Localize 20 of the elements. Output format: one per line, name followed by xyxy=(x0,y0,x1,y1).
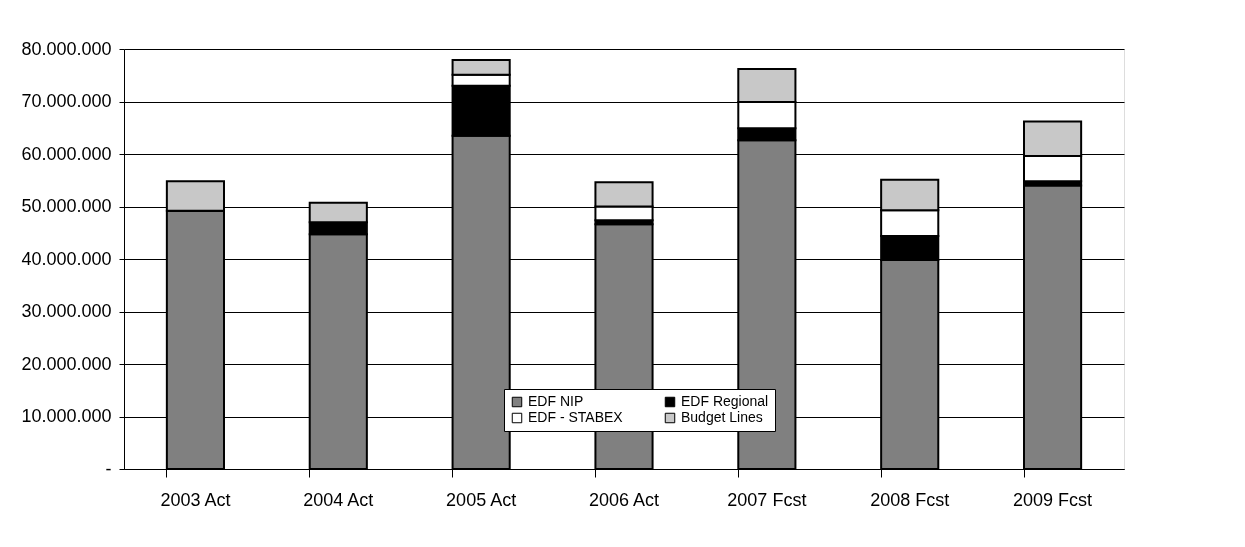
legend-label: Budget Lines xyxy=(681,409,763,425)
x-tick-label: 2008 Fcst xyxy=(870,489,950,510)
legend-label: EDF Regional xyxy=(681,393,769,409)
y-tick-label: - xyxy=(105,458,112,479)
y-tick-label: 30.000.000 xyxy=(21,301,112,321)
legend-label: EDF - STABEX xyxy=(528,409,624,425)
y-tick-label: 40.000.000 xyxy=(21,248,112,269)
y-tick-label: 70.000.000 xyxy=(21,91,112,111)
x-tick-label: 2006 Act xyxy=(588,489,660,510)
x-tick-label: 2007 Fcst xyxy=(727,489,807,510)
legend-label: EDF NIP xyxy=(528,393,584,409)
y-tick-label: 80.000.000 xyxy=(21,38,112,59)
x-tick-label: 2004 Act xyxy=(303,489,374,510)
x-tick-label: 2003 Act xyxy=(160,489,231,510)
x-tick-label: 2005 Act xyxy=(446,489,517,510)
y-tick-label: 60.000.000 xyxy=(21,143,112,164)
y-tick-label: 10.000.000 xyxy=(21,406,112,426)
y-tick-label: 20.000.000 xyxy=(21,353,112,374)
x-tick-label: 2009 Fcst xyxy=(1013,489,1093,510)
y-tick-label: 50.000.000 xyxy=(21,196,112,216)
